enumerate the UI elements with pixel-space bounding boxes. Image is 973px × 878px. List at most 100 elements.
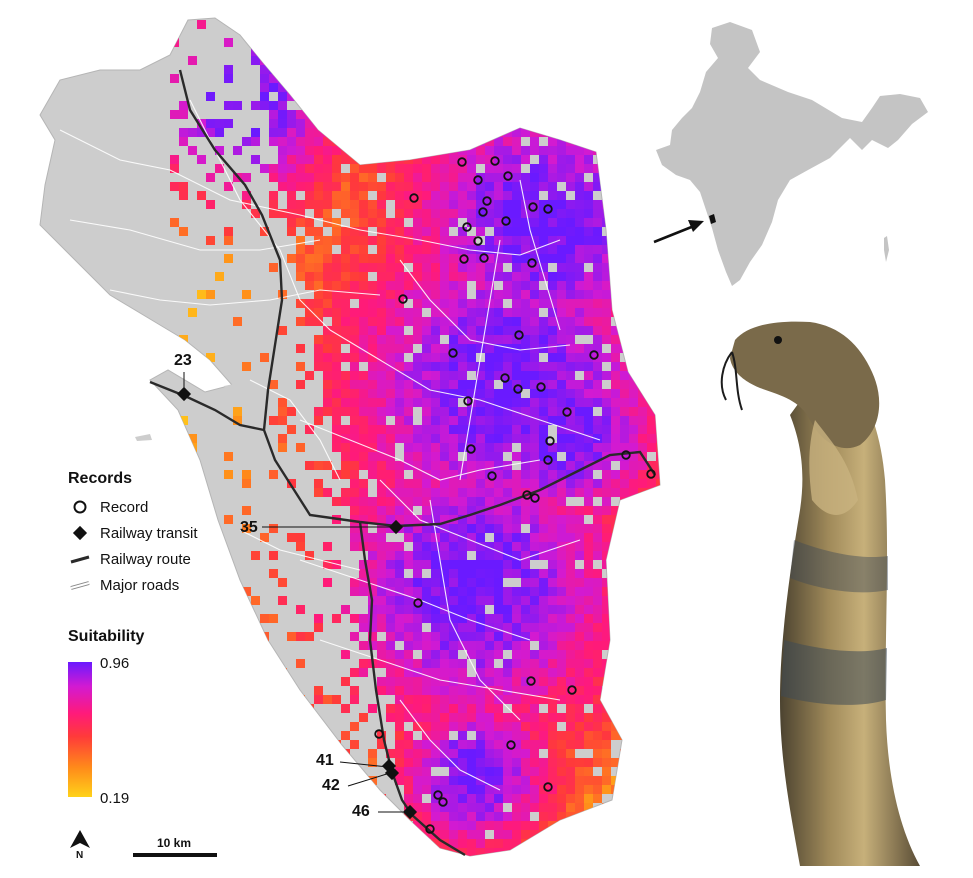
raster-cell: [647, 173, 656, 182]
raster-cell: [611, 416, 620, 425]
raster-cell: [449, 281, 458, 290]
raster-cell: [467, 542, 476, 551]
raster-cell: [323, 362, 332, 371]
raster-cell: [647, 641, 656, 650]
raster-cell: [395, 605, 404, 614]
raster-cell: [548, 236, 557, 245]
raster-cell: [512, 290, 521, 299]
raster-cell: [530, 182, 539, 191]
raster-cell: [386, 137, 395, 146]
raster-cell: [494, 695, 503, 704]
raster-cell: [557, 578, 566, 587]
raster-cell: [611, 344, 620, 353]
raster-cell: [602, 443, 611, 452]
raster-cell: [602, 398, 611, 407]
raster-cell: [656, 371, 660, 380]
raster-cell: [368, 794, 377, 803]
raster-cell: [575, 479, 584, 488]
raster-cell: [341, 182, 350, 191]
raster-cell: [566, 857, 575, 866]
raster-cell: [629, 569, 638, 578]
raster-cell: [620, 110, 629, 119]
raster-cell: [656, 479, 660, 488]
raster-cell: [485, 218, 494, 227]
raster-cell: [638, 578, 647, 587]
raster-cell: [503, 713, 512, 722]
raster-cell: [323, 191, 332, 200]
raster-cell: [647, 299, 656, 308]
raster-cell: [449, 299, 458, 308]
raster-cell: [521, 677, 530, 686]
raster-cell: [557, 605, 566, 614]
raster-cell: [557, 497, 566, 506]
raster-cell: [449, 605, 458, 614]
raster-cell: [629, 578, 638, 587]
raster-cell: [503, 146, 512, 155]
raster-cell: [314, 362, 323, 371]
raster-cell: [512, 263, 521, 272]
raster-cell: [548, 803, 557, 812]
raster-cell: [530, 416, 539, 425]
raster-cell: [422, 497, 431, 506]
raster-cell: [332, 317, 341, 326]
raster-cell: [242, 605, 251, 614]
raster-cell: [395, 623, 404, 632]
raster-cell: [314, 695, 323, 704]
raster-cell: [530, 119, 539, 128]
raster-cell: [386, 668, 395, 677]
raster-cell: [656, 326, 660, 335]
raster-cell: [359, 398, 368, 407]
raster-cell: [521, 380, 530, 389]
raster-cell: [656, 677, 660, 686]
raster-cell: [188, 56, 197, 65]
raster-cell: [548, 254, 557, 263]
raster-cell: [566, 740, 575, 749]
raster-cell: [521, 641, 530, 650]
raster-cell: [341, 191, 350, 200]
raster-cell: [566, 380, 575, 389]
raster-cell: [305, 218, 314, 227]
raster-cell: [377, 290, 386, 299]
raster-cell: [323, 200, 332, 209]
raster-cell: [386, 704, 395, 713]
raster-cell: [629, 623, 638, 632]
raster-cell: [377, 848, 386, 856]
raster-cell: [440, 479, 449, 488]
raster-cell: [656, 335, 660, 344]
raster-cell: [512, 506, 521, 515]
raster-cell: [521, 776, 530, 785]
raster-cell: [350, 479, 359, 488]
raster-cell: [314, 461, 323, 470]
raster-cell: [530, 425, 539, 434]
raster-cell: [476, 389, 485, 398]
raster-cell: [449, 164, 458, 173]
raster-cell: [449, 560, 458, 569]
raster-cell: [620, 272, 629, 281]
raster-cell: [611, 578, 620, 587]
raster-cell: [377, 191, 386, 200]
raster-cell: [512, 713, 521, 722]
raster-cell: [440, 56, 449, 65]
legend-row-major-roads: Major roads: [68, 572, 198, 598]
raster-cell: [422, 146, 431, 155]
raster-cell: [377, 641, 386, 650]
raster-cell: [395, 290, 404, 299]
raster-cell: [575, 605, 584, 614]
raster-cell: [431, 425, 440, 434]
raster-cell: [620, 614, 629, 623]
raster-cell: [413, 497, 422, 506]
diamond-icon: [388, 519, 404, 535]
raster-cell: [350, 164, 359, 173]
raster-cell: [584, 290, 593, 299]
raster-cell: [431, 416, 440, 425]
raster-cell: [341, 308, 350, 317]
raster-cell: [638, 299, 647, 308]
raster-cell: [350, 101, 359, 110]
raster-cell: [521, 308, 530, 317]
raster-cell: [494, 812, 503, 821]
raster-cell: [521, 119, 530, 128]
raster-cell: [629, 677, 638, 686]
raster-cell: [530, 479, 539, 488]
raster-cell: [494, 686, 503, 695]
raster-cell: [314, 488, 323, 497]
